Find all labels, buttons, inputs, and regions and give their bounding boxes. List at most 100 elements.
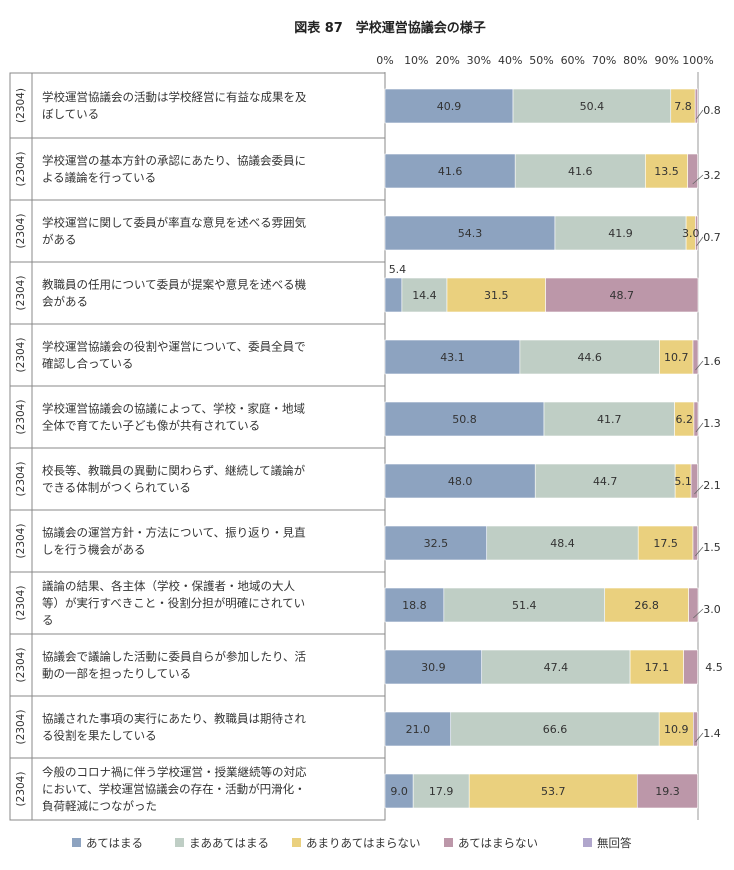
category-label: よる議論を行っている xyxy=(42,171,156,185)
leader-line xyxy=(695,360,704,371)
data-label: 17.9 xyxy=(429,785,454,798)
data-label: 19.3 xyxy=(655,785,680,798)
category-label: において、学校運営協議会の存在・活動が円滑化・ xyxy=(42,782,306,796)
data-label: 50.8 xyxy=(452,413,477,426)
x-tick-label: 80% xyxy=(623,54,647,67)
data-label: 54.3 xyxy=(458,227,483,240)
data-label: 66.6 xyxy=(543,723,568,736)
data-label: 0.7 xyxy=(703,231,721,244)
data-label: 44.7 xyxy=(593,475,618,488)
bar-segment xyxy=(645,153,688,189)
sample-size-label: (2304) xyxy=(15,710,27,745)
x-tick-label: 20% xyxy=(435,54,459,67)
leader-line xyxy=(696,236,704,247)
data-label: 13.5 xyxy=(654,165,679,178)
bar-segment xyxy=(692,525,698,561)
category-label: る xyxy=(42,613,54,627)
bar-segment xyxy=(450,711,660,747)
legend-swatch xyxy=(583,838,592,847)
sample-size-label: (2304) xyxy=(15,400,27,435)
data-label: 43.1 xyxy=(440,351,465,364)
legend-label: 無回答 xyxy=(597,836,632,850)
data-label: 5.1 xyxy=(674,475,692,488)
bar-segment xyxy=(384,215,556,251)
category-box xyxy=(9,695,386,759)
bar-segment xyxy=(514,153,646,189)
bar-segment xyxy=(636,773,698,809)
category-label: 協議会で議論した活動に委員自らが参加したり、活 xyxy=(42,650,306,664)
legend-label: まああてはまる xyxy=(189,836,269,850)
category-box xyxy=(9,633,386,697)
leader-line xyxy=(695,422,704,433)
category-label: 今般のコロナ禍に伴う学校運営・授業継続等の対応 xyxy=(42,765,307,779)
x-tick-label: 70% xyxy=(592,54,616,67)
data-label: 41.6 xyxy=(568,165,593,178)
category-label: 確認し合っている xyxy=(42,357,133,371)
data-label: 10.9 xyxy=(664,723,689,736)
category-label: 学校運営に関して委員が率直な意見を述べる雰囲気 xyxy=(42,216,307,230)
chart-title: 図表 87 学校運営協議会の様子 xyxy=(294,20,486,36)
bar-segment xyxy=(384,463,536,499)
data-label: 14.4 xyxy=(412,289,437,302)
data-label: 47.4 xyxy=(544,661,569,674)
bar-segment xyxy=(384,401,545,437)
data-label: 32.5 xyxy=(424,537,449,550)
category-label: 協議会の運営方針・方法について、振り返り・見直 xyxy=(42,526,306,540)
bar-segment xyxy=(486,525,639,561)
x-tick-label: 40% xyxy=(498,54,522,67)
data-label: 3.0 xyxy=(682,227,700,240)
data-label: 7.8 xyxy=(674,100,692,113)
category-label: 会がある xyxy=(42,295,88,309)
bar-segment xyxy=(384,88,514,124)
category-label: 学校運営協議会の活動は学校経営に有益な成果を及 xyxy=(42,90,307,104)
bar-segment xyxy=(401,277,448,313)
bar-segment xyxy=(693,401,699,437)
leader-line xyxy=(694,484,704,495)
category-label: 議論の結果、各主体（学校・保護者・地域の大人 xyxy=(42,579,295,593)
category-box xyxy=(9,72,386,139)
data-label: 48.7 xyxy=(610,289,635,302)
data-label: 9.0 xyxy=(390,785,408,798)
legend: あてはまる まああてはまる あまりあてはまらない あてはまらない 無回答 xyxy=(72,836,632,850)
category-label: 学校運営協議会の役割や運営について、委員全員で xyxy=(42,340,306,354)
legend-swatch xyxy=(444,838,453,847)
category-label: 動の一部を担ったりしている xyxy=(42,667,191,681)
category-box xyxy=(9,137,386,201)
data-label: 6.2 xyxy=(675,413,693,426)
data-label: 48.4 xyxy=(550,537,575,550)
bar-segment xyxy=(659,339,694,375)
data-label: 31.5 xyxy=(484,289,509,302)
sample-size-label: (2304) xyxy=(15,152,27,187)
data-label: 10.7 xyxy=(664,351,689,364)
data-label: 41.7 xyxy=(597,413,622,426)
legend-label: あまりあてはまらない xyxy=(306,836,421,850)
value-labels: 40.9 50.4 7.8 0.8 41.6 41.6 13.5 3.2 54.3 41.9 3.0… xyxy=(389,100,723,798)
category-box xyxy=(9,323,386,387)
leader-line xyxy=(695,732,704,743)
category-label: 負荷軽減につながった xyxy=(42,799,157,813)
bar-segment xyxy=(384,587,445,623)
data-label: 50.4 xyxy=(580,100,605,113)
data-label: 0.8 xyxy=(703,104,721,117)
bar-segment xyxy=(384,711,452,747)
leader-line xyxy=(693,608,704,619)
data-label: 40.9 xyxy=(437,100,462,113)
bar-segment xyxy=(687,153,698,189)
bar-segment xyxy=(384,277,403,313)
x-tick-label: 30% xyxy=(467,54,491,67)
bar-segment xyxy=(554,215,687,251)
category-label: 校長等、教職員の異動に関わらず、継続して議論が xyxy=(42,464,306,478)
data-label: 4.5 xyxy=(705,661,723,674)
bar-segment xyxy=(637,525,694,561)
data-label: 30.9 xyxy=(421,661,446,674)
category-label: できる体制がつくられている xyxy=(42,481,191,495)
data-label: 3.2 xyxy=(703,169,721,182)
data-label: 1.3 xyxy=(703,417,721,430)
x-tick-label: 10% xyxy=(404,54,428,67)
category-box xyxy=(9,385,386,449)
data-label: 5.4 xyxy=(389,263,407,276)
category-label: 全体で育てたい子ども像が共有されている xyxy=(42,419,260,433)
bar-segment xyxy=(688,587,699,623)
data-label: 26.8 xyxy=(634,599,659,612)
legend-swatch xyxy=(292,838,301,847)
